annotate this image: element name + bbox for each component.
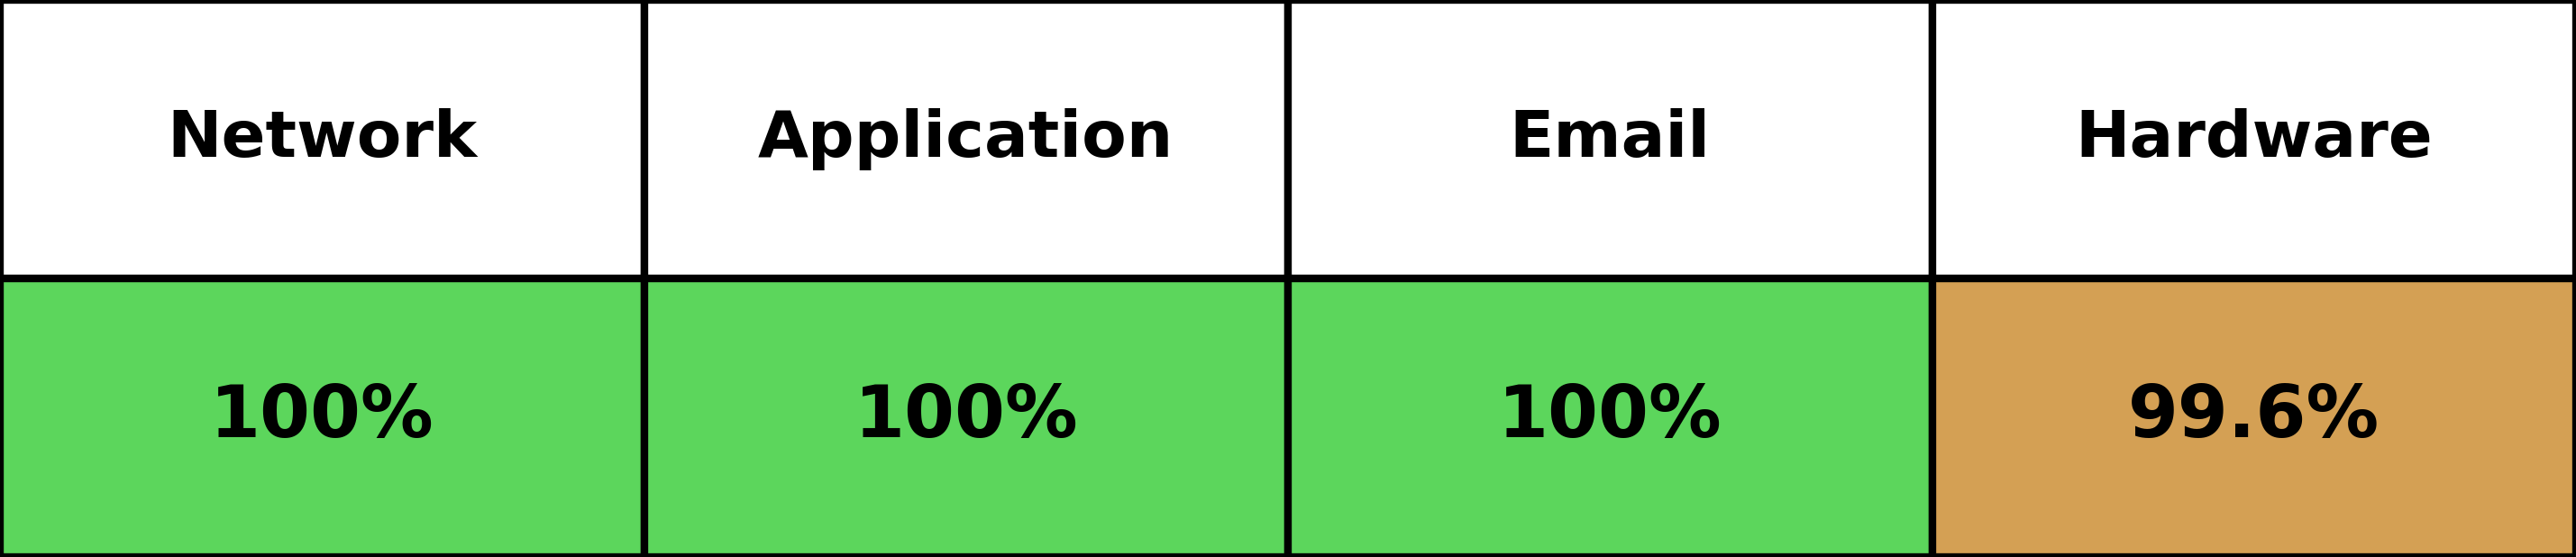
Bar	[0, 278, 644, 557]
Bar	[1932, 278, 2576, 557]
Text: 99.6%: 99.6%	[2128, 383, 2380, 453]
Text: 100%: 100%	[1499, 383, 1721, 453]
Bar	[1288, 0, 1932, 278]
Text: 100%: 100%	[211, 383, 433, 453]
Text: Application: Application	[757, 108, 1175, 170]
Bar	[0, 0, 644, 278]
Text: Network: Network	[167, 108, 477, 170]
Text: 100%: 100%	[855, 383, 1077, 453]
Bar	[644, 278, 1288, 557]
Text: Email: Email	[1510, 108, 1710, 170]
Bar	[1932, 0, 2576, 278]
Bar	[644, 0, 1288, 278]
Bar	[1288, 278, 1932, 557]
Text: Hardware: Hardware	[2076, 108, 2432, 170]
